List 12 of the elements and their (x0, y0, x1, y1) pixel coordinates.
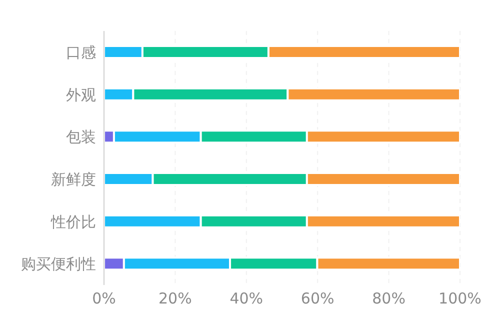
x-tick-label: 80% (372, 290, 406, 308)
y-tick-label: 购买便利性 (21, 255, 96, 274)
y-tick-label: 外观 (66, 86, 96, 104)
x-tick-label: 100% (438, 290, 482, 308)
y-tick-label: 包装 (66, 128, 96, 146)
y-tick-label: 性价比 (50, 212, 96, 231)
x-tick-label: 60% (300, 290, 334, 308)
x-tick-label: 0% (92, 290, 116, 308)
x-tick-label: 40% (230, 290, 264, 308)
x-tick-label: 20% (158, 290, 192, 308)
y-tick-label: 口感 (66, 43, 96, 62)
y-tick-label: 新鲜度 (51, 170, 96, 188)
